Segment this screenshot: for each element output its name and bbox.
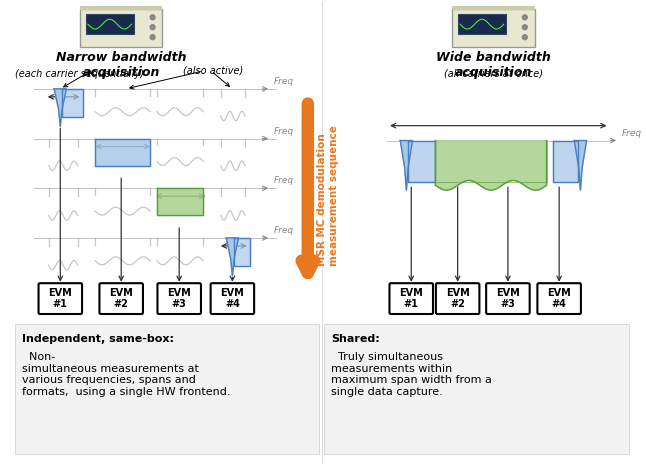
Polygon shape <box>62 89 83 117</box>
Circle shape <box>523 35 527 40</box>
FancyBboxPatch shape <box>486 283 530 314</box>
Text: EVM
#2: EVM #2 <box>446 288 470 309</box>
Text: EVM
#4: EVM #4 <box>547 288 571 309</box>
Polygon shape <box>95 139 151 166</box>
Text: EVM
#1: EVM #1 <box>399 288 423 309</box>
Polygon shape <box>435 140 547 190</box>
Circle shape <box>523 15 527 20</box>
Bar <box>15 325 319 454</box>
FancyBboxPatch shape <box>158 283 201 314</box>
Text: Independent, same-box:: Independent, same-box: <box>21 334 174 345</box>
Bar <box>80 9 162 47</box>
Text: Freq: Freq <box>274 226 294 235</box>
Bar <box>324 325 629 454</box>
Polygon shape <box>401 140 413 190</box>
Text: (also active): (also active) <box>183 65 243 75</box>
Text: (each carrier sequentially): (each carrier sequentially) <box>16 69 144 79</box>
FancyBboxPatch shape <box>99 283 143 314</box>
FancyBboxPatch shape <box>436 283 479 314</box>
Text: Freq: Freq <box>274 176 294 185</box>
Text: Non-
simultaneous measurements at
various frequencies, spans and
formats,  using: Non- simultaneous measurements at variou… <box>21 352 230 397</box>
Polygon shape <box>574 140 587 190</box>
Text: (all carriers at once): (all carriers at once) <box>444 69 543 79</box>
Text: EVM
#3: EVM #3 <box>496 288 520 309</box>
FancyBboxPatch shape <box>39 283 82 314</box>
Text: EVM
#2: EVM #2 <box>109 288 133 309</box>
Bar <box>80 7 162 10</box>
Text: EVM
#4: EVM #4 <box>220 288 244 309</box>
Bar <box>458 14 506 34</box>
Polygon shape <box>226 238 238 276</box>
Polygon shape <box>157 188 203 215</box>
Text: EVM
#1: EVM #1 <box>48 288 72 309</box>
FancyBboxPatch shape <box>390 283 433 314</box>
Circle shape <box>151 25 155 30</box>
Text: Freq: Freq <box>622 128 642 138</box>
Bar <box>452 7 534 10</box>
Bar <box>452 9 534 47</box>
Text: EVM
#3: EVM #3 <box>167 288 191 309</box>
Text: Shared:: Shared: <box>331 334 380 345</box>
Text: Freq: Freq <box>274 77 294 86</box>
Text: Wide bandwidth
acquisition: Wide bandwidth acquisition <box>436 51 551 79</box>
FancyBboxPatch shape <box>537 283 581 314</box>
Circle shape <box>151 35 155 40</box>
Polygon shape <box>234 238 250 266</box>
Text: MSR MC demodulation
measurement sequence: MSR MC demodulation measurement sequence <box>317 125 339 266</box>
Polygon shape <box>554 140 578 182</box>
Text: Narrow bandwidth
acquisition: Narrow bandwidth acquisition <box>56 51 187 79</box>
Circle shape <box>151 15 155 20</box>
Polygon shape <box>408 140 435 182</box>
Polygon shape <box>54 89 67 126</box>
Bar <box>86 14 134 34</box>
Circle shape <box>523 25 527 30</box>
Text: Truly simultaneous
measurements within
maximum span width from a
single data cap: Truly simultaneous measurements within m… <box>331 352 492 397</box>
FancyBboxPatch shape <box>211 283 254 314</box>
Text: Freq: Freq <box>274 126 294 136</box>
